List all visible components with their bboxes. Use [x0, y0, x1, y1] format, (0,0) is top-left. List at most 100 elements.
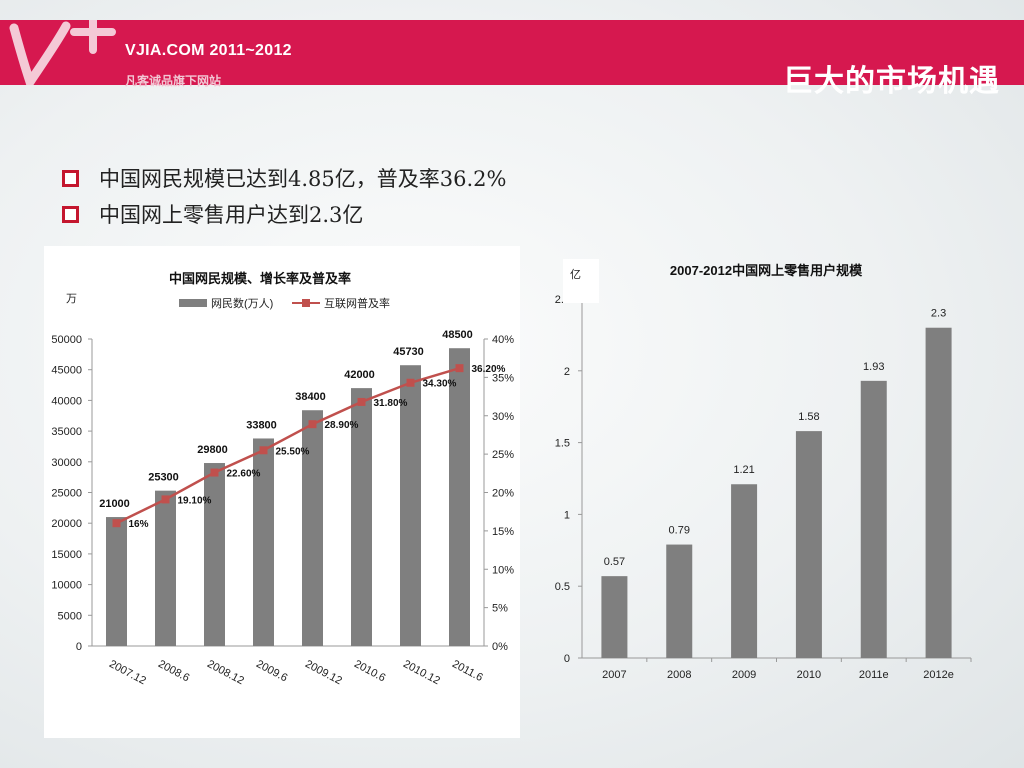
unit-label: 亿 [570, 268, 581, 281]
logo-text: VJIA.COM 2011~2012 [125, 42, 292, 59]
y-tick-label: 45000 [51, 365, 82, 377]
bar-value-label: 1.93 [863, 361, 884, 373]
y-tick-label: 50000 [51, 334, 82, 346]
chart-title: 2007-2012中国网上零售用户规模 [670, 263, 863, 278]
bar [155, 490, 176, 646]
square-bullet-icon [62, 169, 79, 187]
bar [204, 463, 225, 646]
y-tick-label: 15000 [51, 549, 82, 561]
rate-marker [357, 397, 366, 406]
bullet-item: 中国网民规模已达到4.85亿，普及率36.2% [62, 160, 506, 196]
bullet-item: 中国网上零售用户达到2.3亿 [62, 196, 506, 232]
bar-value-label: 2.3 [931, 308, 946, 320]
square-bullet-icon [62, 205, 79, 223]
y2-tick-label: 30% [492, 411, 514, 423]
y2-tick-label: 15% [492, 526, 514, 538]
rate-value-label: 19.10% [178, 495, 212, 506]
legend-swatch [179, 299, 207, 307]
online-shoppers-chart-panel: 2007-2012中国网上零售用户规模 0 0.5 1 1.5 2 2.5 0.57 2007 0… [545, 252, 995, 692]
bar [449, 348, 470, 646]
bar [601, 576, 628, 658]
bar-value-label: 42000 [344, 369, 375, 381]
rate-line [115, 366, 460, 525]
bar-value-label: 0.79 [669, 525, 690, 537]
x-tick-label: 2009.12 [303, 658, 344, 687]
x-tick-label: 2010.6 [352, 658, 387, 684]
unit-label: 万 [66, 293, 77, 305]
x-tick-label: 2012e [923, 669, 954, 681]
bar [925, 327, 952, 658]
rate-value-label: 25.50% [276, 446, 310, 457]
bar-value-label: 1.21 [733, 464, 754, 476]
header-banner: VJIA.COM 2011~2012 凡客诚品旗下网站 巨大的市场机遇 [0, 20, 1024, 98]
y2-tick-label: 40% [492, 334, 514, 346]
vplus-logo-icon [9, 20, 116, 85]
bar-value-label: 29800 [197, 444, 228, 456]
y-tick-label: 10000 [51, 580, 82, 592]
logo-subtitle: 凡客诚品旗下网站 [125, 74, 222, 88]
bar [860, 380, 887, 658]
x-tick-label: 2011.6 [450, 658, 485, 684]
slide-title: 巨大的市场机遇 [783, 65, 1000, 98]
y2-tick-label: 0% [492, 641, 508, 653]
rate-marker [112, 519, 121, 528]
rate-value-label: 31.80% [374, 398, 408, 409]
rate-value-label: 16% [129, 519, 149, 530]
unit-label-box [563, 259, 599, 303]
legend-label: 互联网普及率 [324, 296, 390, 310]
internet-users-chart-panel: 中国网民规模、增长率及普及率万 网民数(万人) 互联网普及率 0 5000 10000 15… [44, 246, 520, 738]
online-shoppers-chart: 2007-2012中国网上零售用户规模00.511.522.50.5720070… [555, 259, 972, 681]
bar [666, 544, 693, 658]
bar [731, 484, 758, 658]
x-tick-label: 2007.12 [107, 658, 148, 687]
x-tick-label: 2011e [859, 669, 889, 681]
rate-marker [308, 420, 317, 429]
bar-value-label: 0.57 [604, 556, 625, 568]
bar [253, 438, 274, 646]
y-tick-label: 35000 [51, 426, 82, 438]
bar [400, 365, 421, 646]
bullet-list: 中国网民规模已达到4.85亿，普及率36.2% 中国网上零售用户达到2.3亿 [62, 160, 506, 232]
rate-marker [455, 364, 464, 373]
rate-value-label: 28.90% [325, 420, 359, 431]
bar [795, 431, 822, 658]
x-tick-label: 2010 [797, 669, 821, 681]
y-tick-label: 1.5 [555, 438, 570, 450]
bar [106, 517, 127, 646]
rate-marker [406, 378, 415, 387]
bar [302, 410, 323, 646]
y-tick-label: 2 [564, 366, 570, 378]
bar-value-label: 21000 [99, 498, 130, 510]
x-tick-label: 2007 [602, 669, 626, 681]
legend-marker [302, 299, 310, 307]
x-tick-label: 2008.6 [156, 658, 191, 684]
rate-marker [210, 468, 219, 477]
x-tick-label: 2010.12 [401, 658, 442, 687]
bar-value-label: 48500 [442, 329, 473, 341]
y-tick-label: 0 [76, 641, 82, 653]
y-tick-label: 40000 [51, 395, 82, 407]
chart-title: 中国网民规模、增长率及普及率 [169, 271, 351, 286]
y-tick-label: 30000 [51, 457, 82, 469]
y-tick-label: 0.5 [555, 581, 570, 593]
y-tick-label: 1 [564, 509, 570, 521]
rate-marker [259, 446, 268, 455]
x-tick-label: 2009.6 [254, 658, 289, 684]
bar-value-label: 45730 [393, 346, 424, 358]
bar-value-label: 33800 [246, 419, 277, 431]
bar [351, 388, 372, 646]
y2-tick-label: 25% [492, 449, 514, 461]
x-tick-label: 2009 [732, 669, 756, 681]
legend-label: 网民数(万人) [211, 297, 273, 310]
rate-value-label: 22.60% [227, 469, 261, 480]
y-tick-label: 0 [564, 653, 570, 665]
y2-tick-label: 35% [492, 372, 514, 384]
bar-value-label: 38400 [295, 391, 326, 403]
y2-tick-label: 10% [492, 564, 514, 576]
rate-marker [161, 495, 170, 504]
y2-tick-label: 20% [492, 488, 514, 500]
x-tick-label: 2008.12 [205, 658, 246, 687]
y-tick-label: 25000 [51, 488, 82, 500]
x-tick-label: 2008 [667, 669, 691, 681]
